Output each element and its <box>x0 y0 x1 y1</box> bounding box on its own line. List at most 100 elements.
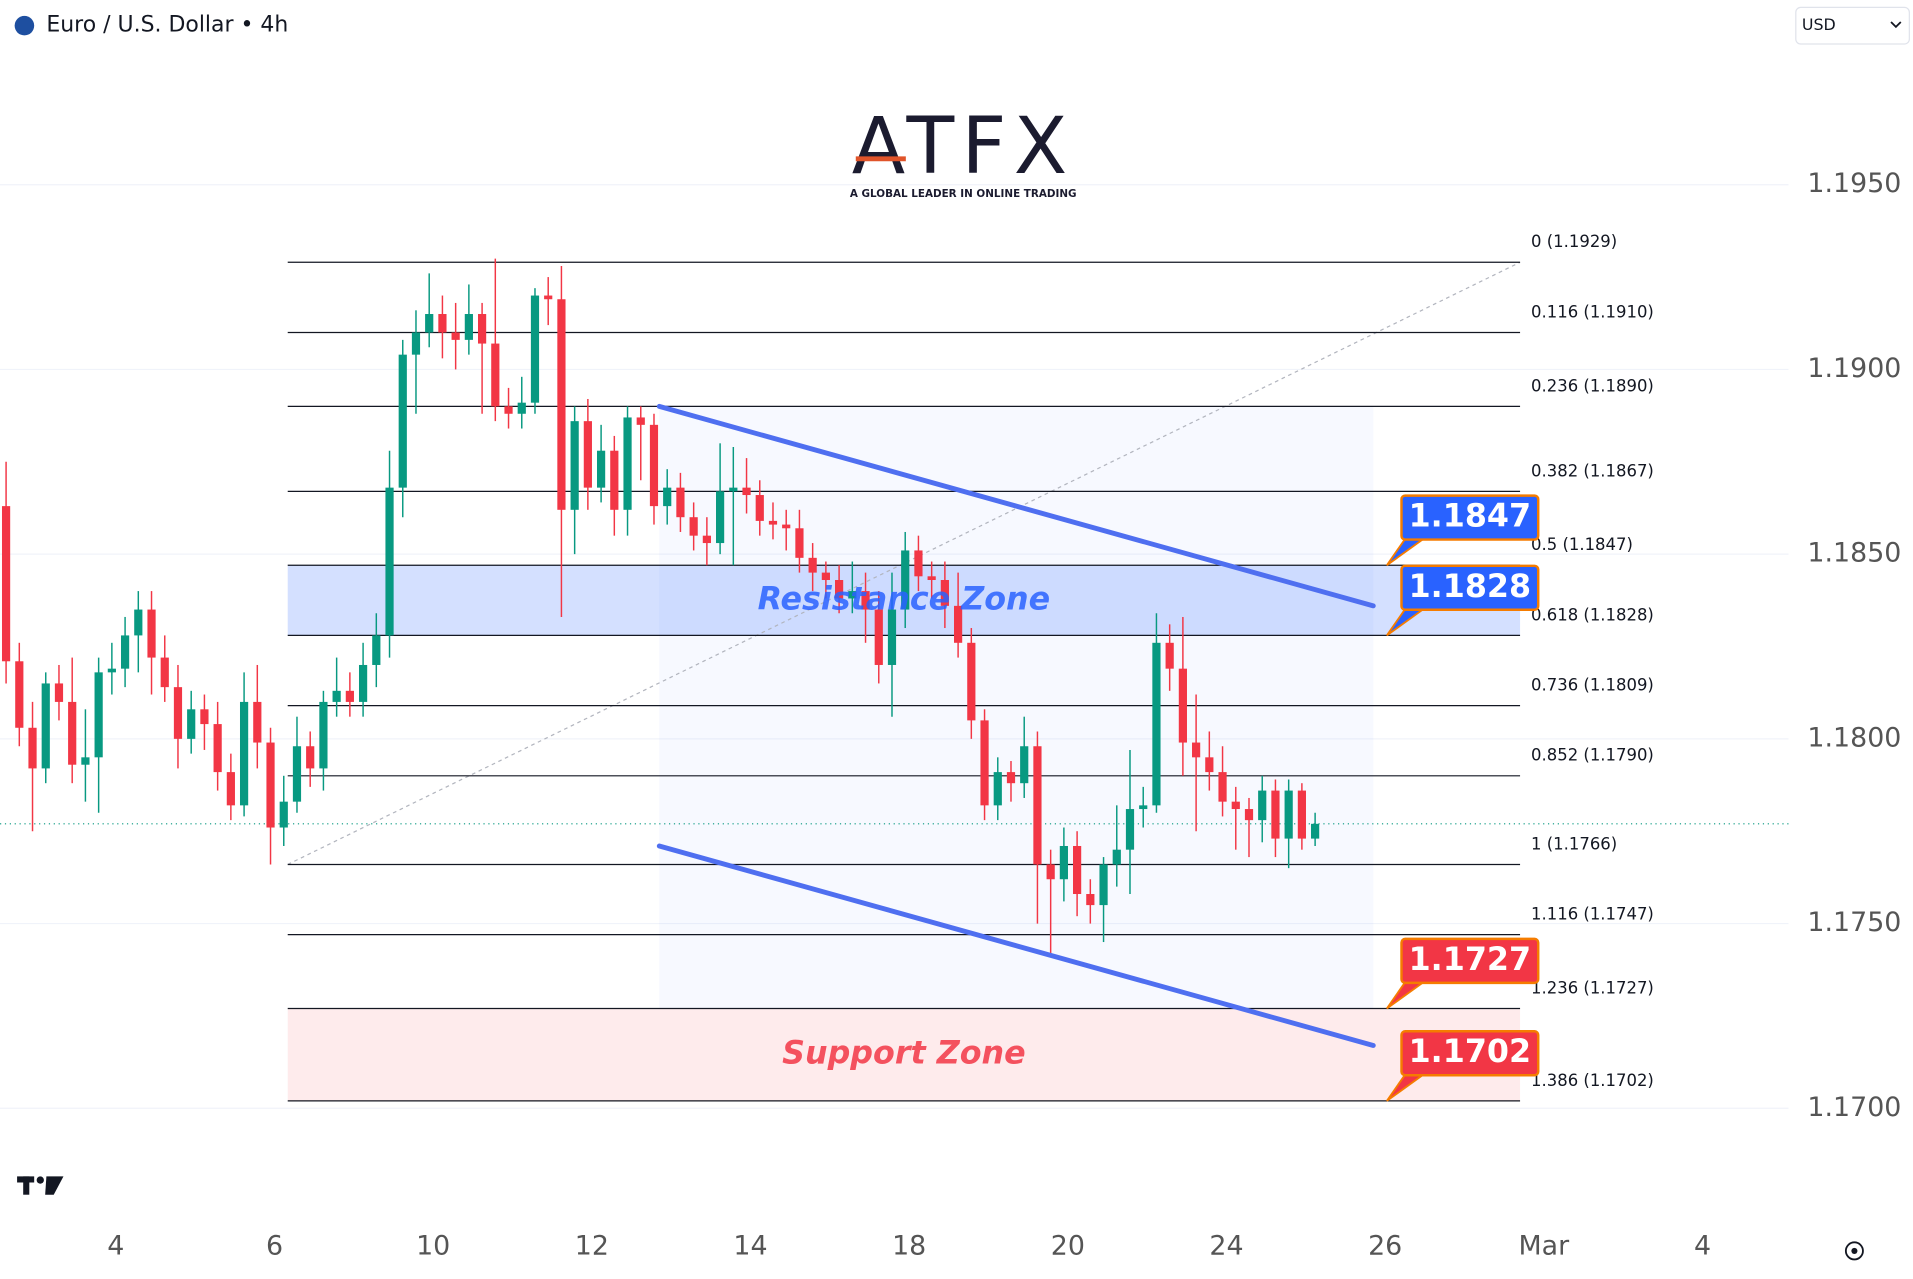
zone <box>287 1008 1521 1101</box>
candle-body <box>861 591 870 610</box>
price-tag-label: 1.1702 <box>1409 1034 1531 1070</box>
candle-body <box>1046 864 1055 880</box>
candle-body <box>107 668 116 673</box>
candle-body <box>544 295 553 300</box>
candle-body <box>874 609 883 665</box>
candle-body <box>491 343 500 407</box>
fib-trend-line <box>287 261 1521 866</box>
candle-body <box>451 332 460 340</box>
candle-body <box>649 424 659 507</box>
candle-body <box>729 487 738 492</box>
currency-dropdown[interactable] <box>1795 6 1910 45</box>
candle-body <box>530 295 540 403</box>
settings-dot[interactable] <box>1851 1247 1858 1254</box>
candle-body <box>319 701 328 769</box>
channel-shade <box>659 406 1373 1008</box>
candle-body <box>742 487 751 496</box>
candle-body <box>1244 809 1254 821</box>
candle-body <box>68 701 77 765</box>
candle-body <box>927 576 936 581</box>
x-tick-label: 14 <box>733 1231 767 1262</box>
candle-body <box>358 664 368 702</box>
candle-body <box>1271 790 1280 839</box>
tv-logo-part <box>45 1176 64 1195</box>
fib-level-label: 1.236 (1.1727) <box>1531 978 1654 997</box>
currency-label[interactable]: USD <box>1802 15 1836 34</box>
candle-body <box>253 701 262 743</box>
x-tick-label: 12 <box>575 1231 609 1262</box>
candle-body <box>372 635 381 665</box>
candle-body <box>808 557 817 573</box>
candle-body <box>993 772 1002 806</box>
x-tick-label: 10 <box>416 1231 450 1262</box>
candle-body <box>901 550 910 610</box>
price-tag-box <box>1400 564 1540 611</box>
plot <box>0 184 1789 1109</box>
candle-body <box>954 605 963 643</box>
candle-body <box>1284 790 1293 839</box>
logo-tagline: A GLOBAL LEADER IN ONLINE TRADING <box>850 188 1077 200</box>
settings-icon[interactable] <box>1844 1241 1864 1261</box>
candle-body <box>1178 668 1187 743</box>
candle-body <box>385 487 394 636</box>
candle-body <box>702 535 711 544</box>
candle-body <box>887 609 897 665</box>
fib-level-label: 0.852 (1.1790) <box>1531 746 1654 765</box>
channel-line <box>656 843 1376 1048</box>
candle-body <box>940 580 949 606</box>
candle-body <box>689 517 698 536</box>
y-tick-label: 1.1750 <box>1807 907 1901 938</box>
candle-body <box>795 528 804 558</box>
price-tag-label: 1.1828 <box>1409 569 1531 605</box>
candle-body <box>623 417 632 510</box>
candle-body <box>1099 864 1108 906</box>
candle-body <box>636 417 645 425</box>
price-tag-box <box>1400 937 1540 985</box>
y-tick-label: 1.1900 <box>1807 353 1901 384</box>
candle-body <box>41 683 50 769</box>
candle-body <box>1020 746 1029 784</box>
candle-body <box>1192 742 1201 758</box>
candle-body <box>200 709 209 725</box>
candle-body <box>438 314 447 333</box>
logo-name: ATFX <box>852 101 1075 192</box>
price-tag-box <box>1400 494 1540 541</box>
candle-body <box>1218 772 1227 802</box>
x-tick-label: 18 <box>892 1231 926 1262</box>
candle-body <box>120 635 130 669</box>
candle-body <box>1205 757 1214 773</box>
candle-body <box>768 520 778 525</box>
candle-body <box>1231 801 1240 810</box>
candle-body <box>398 354 407 488</box>
candle-body <box>411 332 421 355</box>
candle-body <box>715 491 725 544</box>
candle-body <box>54 683 64 702</box>
candle-body <box>1125 809 1135 850</box>
candle-body <box>570 421 579 510</box>
candle-body <box>1073 845 1082 895</box>
y-tick-label: 1.1950 <box>1807 168 1901 199</box>
fib-level-label: 0.116 (1.1910) <box>1531 302 1654 321</box>
candle-body <box>1112 849 1121 865</box>
candle-body <box>583 421 592 488</box>
fib-level-label: 0 (1.1929) <box>1531 232 1617 251</box>
x-tick-label: 4 <box>1694 1231 1711 1262</box>
candle-body <box>1139 805 1148 810</box>
candle-body <box>596 450 606 488</box>
price-tag-box <box>1400 1030 1540 1077</box>
price-tag: 1.1702 <box>1386 1030 1540 1102</box>
candle-body <box>557 299 566 510</box>
candle-body <box>504 406 513 414</box>
y-tick-label: 1.1850 <box>1807 538 1901 569</box>
candle-body <box>464 314 473 340</box>
candle-body <box>173 687 183 739</box>
fib-level-label: 1.116 (1.1747) <box>1531 905 1654 924</box>
x-tick-label: 20 <box>1051 1231 1085 1262</box>
settings-ring[interactable] <box>1844 1241 1864 1261</box>
candle-body <box>477 314 487 344</box>
zone-label: Support Zone <box>782 1036 1026 1072</box>
candle-body <box>28 727 37 769</box>
candle-body <box>425 314 434 333</box>
